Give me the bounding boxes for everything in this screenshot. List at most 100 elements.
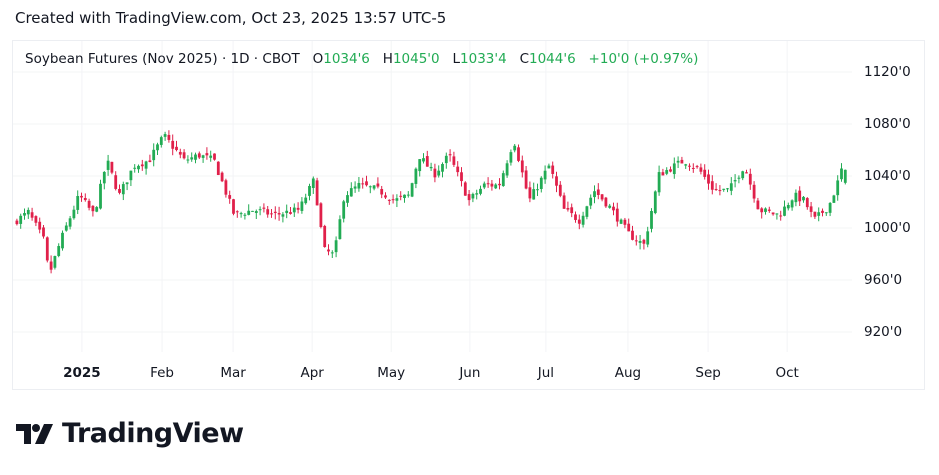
candle-down	[289, 212, 292, 214]
candle-down	[558, 184, 562, 196]
candle-down	[365, 181, 368, 186]
candle-down	[456, 166, 460, 173]
candle-up	[133, 167, 137, 169]
tradingview-logo-icon	[16, 423, 53, 444]
candle-up	[99, 183, 102, 209]
candle-down	[140, 164, 144, 167]
time-tick-label: Sep	[695, 365, 721, 381]
time-tick-label: May	[377, 365, 406, 381]
chart-legend: Soybean Futures (Nov 2025) · 1D · CBOT O…	[25, 51, 698, 67]
candle-down	[745, 172, 748, 174]
candle-down	[118, 188, 121, 193]
chart-caption: Created with TradingView.com, Oct 23, 20…	[15, 9, 447, 27]
candle-down	[798, 190, 802, 202]
legend-high-label: H	[382, 51, 393, 67]
candle-down	[748, 173, 752, 185]
price-tick-label: 1080'0	[864, 116, 911, 132]
candle-up	[589, 197, 593, 206]
candle-down	[577, 219, 581, 224]
candle-down	[319, 203, 323, 227]
candle-up	[95, 207, 99, 212]
tradingview-logo[interactable]: TradingView	[16, 418, 244, 449]
legend-low-label: L	[452, 51, 461, 67]
candle-down	[91, 205, 95, 212]
legend-symbol: Soybean Futures (Nov 2025) · 1D · CBOT	[25, 51, 300, 67]
candle-down	[182, 152, 186, 159]
candle-up	[23, 213, 26, 216]
candle-down	[809, 206, 813, 212]
candle-up	[585, 206, 589, 217]
candle-up	[414, 168, 418, 184]
time-tick-label: Jun	[459, 365, 481, 381]
candle-down	[467, 194, 471, 201]
candle-up	[790, 200, 794, 208]
price-tick-label: 960'0	[864, 272, 903, 288]
candle-up	[410, 183, 414, 197]
candle-up	[733, 180, 737, 182]
candle-down	[718, 190, 722, 192]
candle-down	[699, 167, 703, 172]
candle-up	[513, 145, 517, 151]
candle-down	[710, 181, 714, 190]
time-tick-label: Feb	[150, 365, 174, 381]
candle-up	[532, 189, 536, 200]
candle-down	[376, 183, 380, 187]
candle-down	[380, 189, 384, 195]
candle-up	[61, 232, 64, 249]
candle-down	[83, 197, 87, 201]
candle-up	[764, 208, 767, 212]
candle-down	[399, 195, 403, 197]
candle-up	[783, 206, 786, 216]
candle-up	[441, 164, 444, 172]
legend-low-value: 1033'4	[460, 51, 507, 67]
candle-down	[771, 212, 775, 215]
candle-down	[425, 156, 429, 167]
candle-up	[657, 172, 661, 193]
candle-down	[463, 182, 467, 196]
candle-up	[137, 165, 140, 170]
candle-up	[239, 213, 243, 215]
candle-down	[315, 180, 319, 206]
candle-up	[650, 210, 653, 229]
candle-up	[304, 197, 308, 204]
candle-down	[384, 195, 387, 198]
candle-down	[433, 168, 437, 178]
candle-down	[232, 199, 235, 214]
candle-down	[270, 213, 273, 215]
candle-down	[695, 166, 699, 168]
candle-down	[680, 159, 684, 164]
candle-up	[281, 214, 285, 217]
candle-down	[760, 208, 764, 213]
candle-down	[821, 210, 824, 213]
candle-down	[460, 172, 463, 182]
candle-up	[794, 192, 798, 203]
candle-up	[786, 204, 790, 209]
candle-up	[76, 196, 80, 210]
candle-down	[42, 227, 45, 237]
candle-down	[642, 239, 646, 244]
candle-down	[114, 175, 118, 189]
candle-up	[68, 218, 72, 227]
candle-up	[129, 170, 133, 181]
price-tick-label: 920'0	[864, 324, 903, 340]
candle-down	[228, 195, 232, 199]
candle-down	[600, 194, 604, 200]
candle-up	[437, 170, 441, 176]
candle-down	[197, 153, 201, 158]
legend-change: +10'0 (+0.97%)	[588, 51, 699, 67]
candle-up	[342, 201, 346, 219]
candle-up	[346, 195, 349, 203]
candle-up	[300, 201, 304, 211]
candle-up	[775, 213, 779, 215]
candle-up	[832, 195, 836, 203]
candle-down	[171, 140, 175, 149]
candle-up	[737, 177, 741, 179]
candle-up	[285, 210, 289, 214]
candle-down	[562, 195, 566, 209]
candle-down	[216, 161, 220, 176]
candle-up	[338, 219, 342, 240]
candle-down	[148, 160, 152, 163]
candle-down	[612, 206, 615, 211]
time-tick-label: Aug	[614, 365, 642, 381]
